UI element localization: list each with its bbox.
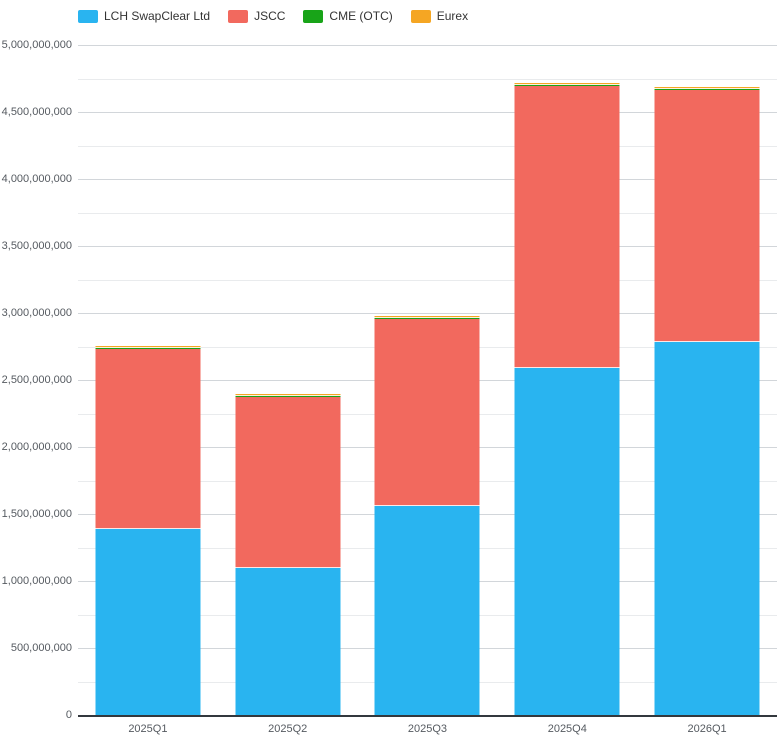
gridline-minor bbox=[78, 78, 777, 80]
bar-group-2025Q2 bbox=[218, 45, 358, 715]
legend-label: JSCC bbox=[254, 9, 286, 23]
bar-group-2025Q4 bbox=[497, 45, 637, 715]
bar-segment-2026Q1-jscc[interactable] bbox=[654, 89, 760, 343]
x-tick-label: 2026Q1 bbox=[687, 723, 727, 735]
y-tick-label: 0 bbox=[65, 709, 72, 721]
gridline-major bbox=[78, 112, 777, 113]
bar-segment-2025Q3-lch-swapclear-ltd[interactable] bbox=[374, 505, 480, 715]
gridline-minor bbox=[78, 145, 777, 147]
bar-segment-2025Q2-eurex[interactable] bbox=[235, 393, 341, 396]
x-tick-label: 2025Q3 bbox=[407, 723, 448, 735]
legend-label: CME (OTC) bbox=[329, 9, 393, 23]
bar-group-2025Q1 bbox=[78, 45, 218, 715]
legend: LCH SwapClear Ltd JSCC CME (OTC) Eurex bbox=[78, 9, 468, 23]
y-tick-label: 2,500,000,000 bbox=[1, 374, 72, 386]
legend-swatch-icon bbox=[78, 9, 98, 23]
x-tick-label: 2025Q2 bbox=[268, 723, 308, 735]
x-tick-label: 2025Q1 bbox=[128, 723, 168, 735]
bar-segment-2025Q2-lch-swapclear-ltd[interactable] bbox=[235, 567, 341, 715]
bar-segment-2025Q4-lch-swapclear-ltd[interactable] bbox=[514, 367, 620, 715]
legend-label: LCH SwapClear Ltd bbox=[104, 9, 211, 23]
legend-item-3[interactable]: Eurex bbox=[410, 9, 469, 23]
x-tick-label: 2025Q4 bbox=[547, 723, 587, 735]
bar-segment-2025Q4-eurex[interactable] bbox=[514, 82, 620, 85]
legend-swatch-icon bbox=[410, 9, 431, 23]
bar-segment-2026Q1-lch-swapclear-ltd[interactable] bbox=[654, 342, 760, 715]
gridline-minor bbox=[78, 279, 777, 281]
legend-swatch-icon bbox=[303, 9, 324, 23]
bar-segment-2025Q3-eurex[interactable] bbox=[374, 316, 480, 319]
x-axis: 2025Q1 2025Q2 2025Q3 2025Q4 2026Q1 bbox=[78, 722, 777, 738]
bar-segment-2025Q3-jscc[interactable] bbox=[374, 318, 480, 506]
gridline-major bbox=[78, 313, 777, 314]
bar-segment-2025Q1-jscc[interactable] bbox=[95, 347, 201, 529]
bar-segment-2025Q1-eurex[interactable] bbox=[95, 345, 201, 348]
bar-group-2026Q1 bbox=[637, 45, 777, 715]
y-tick-label: 3,500,000,000 bbox=[1, 240, 72, 252]
bar-segment-2026Q1-eurex[interactable] bbox=[654, 86, 760, 89]
legend-item-1[interactable]: JSCC bbox=[228, 9, 285, 23]
bar-group-2025Q3 bbox=[358, 45, 498, 715]
y-tick-label: 4,000,000,000 bbox=[1, 173, 72, 185]
y-tick-label: 4,500,000,000 bbox=[1, 106, 72, 118]
y-axis: 0 500,000,000 1,000,000,000 1,500,000,000 2,… bbox=[0, 39, 72, 721]
gridline-major bbox=[78, 179, 777, 180]
y-tick-label: 1,500,000,000 bbox=[1, 508, 72, 520]
y-tick-label: 2,000,000,000 bbox=[1, 441, 72, 453]
legend-item-2[interactable]: CME (OTC) bbox=[303, 9, 393, 23]
bar-segment-2025Q4-jscc[interactable] bbox=[514, 85, 620, 368]
y-tick-label: 5,000,000,000 bbox=[1, 39, 72, 51]
bar-segment-2025Q2-jscc[interactable] bbox=[235, 396, 341, 568]
gridline-major bbox=[78, 246, 777, 247]
legend-item-0[interactable]: LCH SwapClear Ltd bbox=[78, 9, 210, 23]
y-tick-label: 3,000,000,000 bbox=[1, 307, 72, 319]
legend-swatch-icon bbox=[228, 9, 249, 23]
gridline-minor bbox=[78, 212, 777, 214]
plot-area bbox=[78, 45, 777, 717]
y-tick-label: 1,000,000,000 bbox=[1, 575, 72, 587]
gridline-major bbox=[78, 45, 777, 46]
y-tick-label: 500,000,000 bbox=[10, 642, 72, 654]
legend-label: Eurex bbox=[436, 9, 469, 23]
bar-segment-2025Q1-lch-swapclear-ltd[interactable] bbox=[95, 528, 201, 715]
